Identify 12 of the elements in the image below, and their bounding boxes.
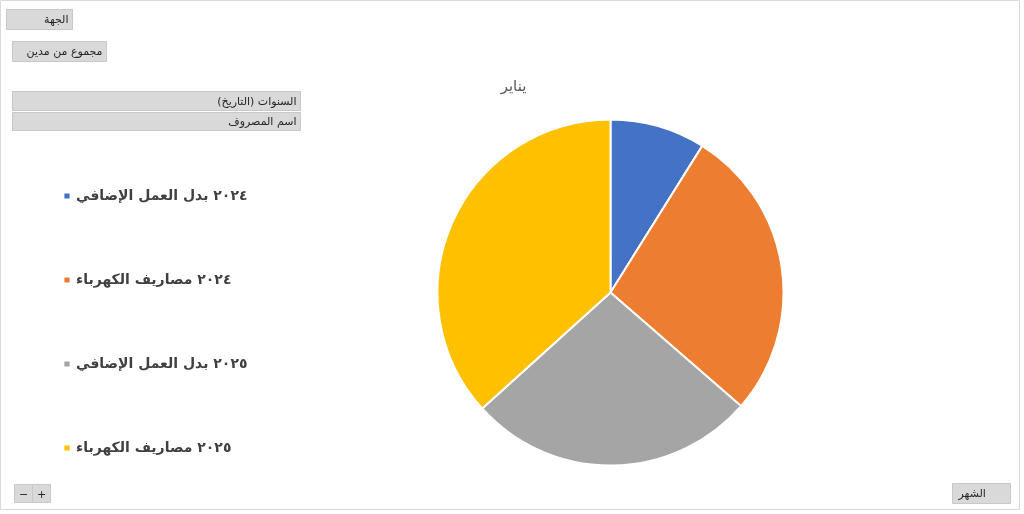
text: + xyxy=(36,487,47,501)
legend-label: ٢٠٢٤ بدل العمل الإضافي xyxy=(76,187,248,203)
legend-label: ٢٠٢٤ مصاريف الكهرباء xyxy=(76,271,232,287)
legend-label: ٢٠٢٥ مصاريف الكهرباء xyxy=(76,439,232,455)
text: مجموع من مدين xyxy=(26,45,103,58)
text: − xyxy=(18,487,29,501)
text: الشهر xyxy=(957,487,986,500)
legend-label: ٢٠٢٥ بدل العمل الإضافي xyxy=(76,355,248,371)
chart-title: يناير xyxy=(499,76,527,95)
text: السنوات (التاريخ) xyxy=(217,94,297,108)
text: الجهة xyxy=(44,13,69,26)
text: اسم المصروف xyxy=(228,115,297,128)
